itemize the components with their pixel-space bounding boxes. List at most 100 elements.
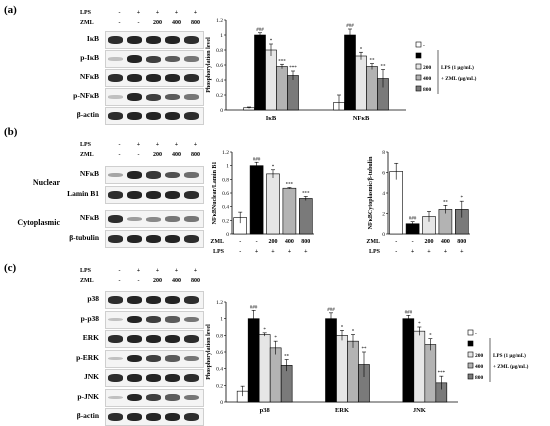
bc-row0-band xyxy=(126,216,143,222)
a-hdr-lps-cell: - xyxy=(118,10,121,16)
chart-bn-bar-sig: *** xyxy=(286,183,294,188)
a-row4-band xyxy=(183,112,200,120)
a-row0-membrane xyxy=(105,31,204,49)
c-hdr-zml-cell: 200 xyxy=(153,278,162,284)
chart-a-legend-swatch xyxy=(415,85,422,92)
chart-bc-dose-label: - xyxy=(412,239,414,245)
c-hdr-lps-cell: - xyxy=(118,268,121,274)
a-row4-membrane xyxy=(105,107,204,125)
a-row1-band xyxy=(126,55,143,63)
chart-c-legend-zml: + ZML (μg/mL) xyxy=(493,363,529,370)
c-row2-label: ERK xyxy=(82,333,99,342)
chart-bc-ytick-label: 4 xyxy=(382,191,385,197)
c-row0-membrane xyxy=(105,291,204,309)
chart-a-category-label: IκB xyxy=(266,115,277,122)
chart-a-legend-label: 400 xyxy=(423,76,432,82)
chart-c-bar-sig: * xyxy=(429,334,432,339)
chart-bn-lps-value: + xyxy=(288,249,292,255)
c-row4-membrane xyxy=(105,369,204,387)
chart-a-legend-label: - xyxy=(423,43,425,49)
chart-a-bar xyxy=(366,66,378,111)
chart-a-ytick-label: 0.4 xyxy=(216,78,223,84)
chart-c-ytick-label: 0.6 xyxy=(216,350,223,356)
chart-c-legend-label: - xyxy=(475,331,477,337)
chart-bn-ytick-label: 0.4 xyxy=(222,205,229,211)
b-group-cyto: Cytoplasmic xyxy=(17,218,60,227)
chart-a-bar xyxy=(276,66,288,111)
bn-row1-band xyxy=(126,191,143,199)
a-hdr-zml-cell: - xyxy=(118,20,121,26)
b-hdr-zml-cell: 800 xyxy=(191,152,200,158)
chart-a-legend-lps: LPS (1 μg/mL) xyxy=(441,64,474,71)
bn-row0-membrane xyxy=(105,166,204,184)
bn-row0-label: NFκB xyxy=(79,169,99,178)
a-hdr-lps-cell: + xyxy=(193,10,198,16)
chart-a-bar-sig: ** xyxy=(381,65,387,70)
a-row3-band xyxy=(126,93,143,101)
chart-bn-bar xyxy=(249,165,264,235)
chart-a-category-label: NFκB xyxy=(353,115,370,122)
chart-c-legend-swatch xyxy=(467,351,474,358)
chart-a: 0 0.2 0.4 0.6 0.8 1 1.2 Phosphorylation level ##… xyxy=(206,18,477,122)
chart-a-legend-swatch xyxy=(415,41,422,48)
chart-a-bar-sig: ** xyxy=(370,59,376,64)
c-row6-band xyxy=(107,413,124,421)
b-hdr-zml-cell: 400 xyxy=(172,152,181,158)
a-row1-label: p-IκB xyxy=(80,53,99,62)
bc-row1-band xyxy=(126,235,143,243)
chart-b-nuclear: 0 0.2 0.4 0.6 0.8 1 1.2 NFκBNuclear/Lamin B1 - - #… xyxy=(210,150,314,255)
c-hdr-lps-cell: + xyxy=(174,268,179,274)
chart-bc-dose-label: - xyxy=(395,239,397,245)
c-row3-band xyxy=(145,355,162,362)
c-row1-band xyxy=(145,316,162,323)
chart-b-cytoplasmic: 0 2 4 6 8 NFκBCytoplasmic/β-tubulin - - ### - +200… xyxy=(366,150,470,255)
c-row2-band xyxy=(145,335,162,343)
c-row1-band xyxy=(107,317,124,322)
chart-bc-lps-value: + xyxy=(427,249,431,255)
c-hdr-lps-label: LPS xyxy=(80,268,92,274)
c-row0-band xyxy=(107,296,124,304)
chart-bc-dose-label: 800 xyxy=(457,239,466,245)
b-hdr-lps-cell: + xyxy=(174,142,179,148)
bn-row0-band xyxy=(126,171,143,179)
chart-bn-bar-sig: * xyxy=(272,165,275,170)
c-row5-band xyxy=(107,395,124,400)
bc-row0-band xyxy=(107,215,124,223)
bc-row1-band xyxy=(145,235,162,243)
chart-a-legend-swatch xyxy=(415,63,422,70)
chart-bc-zml-axis-label: ZML xyxy=(366,239,380,245)
bn-row1-band xyxy=(107,191,124,199)
chart-bc-lps-value: - xyxy=(395,249,397,255)
b-hdr-zml-cell: 200 xyxy=(153,152,162,158)
chart-bn-ytick-label: 1 xyxy=(226,164,229,170)
chart-c-legend-label: 400 xyxy=(475,364,484,370)
chart-a-bar xyxy=(355,55,367,111)
a-hdr-lps-cell: + xyxy=(136,10,141,16)
chart-c-legend-label: 800 xyxy=(475,375,484,381)
chart-c-category-label: JNK xyxy=(413,407,426,414)
a-row2-band xyxy=(107,74,124,82)
b-hdr-lps-cell: + xyxy=(136,142,141,148)
c-row0-band xyxy=(145,296,162,304)
c-row5-membrane xyxy=(105,388,204,407)
a-row2-membrane xyxy=(105,69,204,87)
a-hdr-zml-cell: 800 xyxy=(191,20,200,26)
chart-c-bar xyxy=(258,334,271,403)
b-hdr-lps-cell: + xyxy=(193,142,198,148)
chart-c-bar xyxy=(347,340,359,403)
chart-bc-ytick-label: 2 xyxy=(382,212,385,218)
bn-row1-band xyxy=(183,191,200,199)
a-row0-band xyxy=(183,36,200,44)
a-row1-band xyxy=(107,57,124,61)
c-row3-band xyxy=(126,354,143,363)
a-row0-band xyxy=(145,36,162,44)
a-row4-label: β-actin xyxy=(76,110,99,119)
chart-c-bar-sig: * xyxy=(341,325,344,330)
c-hdr-lps-cell: + xyxy=(155,268,160,274)
bn-row1-band xyxy=(164,191,181,199)
chart-bc-bar-sig: ** xyxy=(443,200,449,205)
bc-row1-band xyxy=(164,235,181,243)
chart-bc-ytick-label: 0 xyxy=(382,232,385,238)
c-row3-membrane xyxy=(105,349,204,368)
a-row1-band xyxy=(145,55,162,63)
